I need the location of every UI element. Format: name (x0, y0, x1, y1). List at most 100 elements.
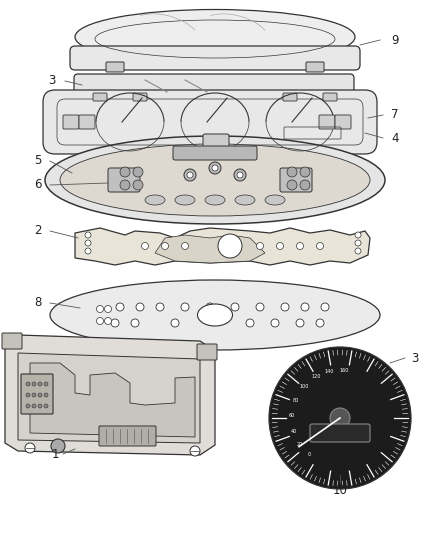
Circle shape (116, 303, 124, 311)
Ellipse shape (60, 144, 370, 216)
Text: 4: 4 (391, 132, 399, 144)
FancyBboxPatch shape (93, 93, 107, 101)
Polygon shape (155, 235, 265, 263)
Ellipse shape (45, 136, 385, 224)
Circle shape (141, 243, 148, 249)
Circle shape (96, 305, 103, 312)
Circle shape (330, 408, 350, 428)
Text: 20: 20 (297, 442, 303, 447)
Text: 60: 60 (289, 413, 295, 418)
Circle shape (296, 319, 304, 327)
FancyBboxPatch shape (79, 115, 95, 129)
Ellipse shape (145, 195, 165, 205)
Circle shape (133, 180, 143, 190)
Circle shape (287, 180, 297, 190)
Circle shape (171, 319, 179, 327)
Circle shape (276, 243, 283, 249)
Circle shape (287, 167, 297, 177)
FancyBboxPatch shape (197, 344, 217, 360)
Polygon shape (30, 363, 195, 437)
Circle shape (256, 303, 264, 311)
Circle shape (269, 347, 411, 489)
Circle shape (246, 319, 254, 327)
Circle shape (85, 240, 91, 246)
Text: 1: 1 (51, 448, 59, 462)
Circle shape (271, 319, 279, 327)
Circle shape (316, 319, 324, 327)
Ellipse shape (265, 195, 285, 205)
Ellipse shape (175, 195, 195, 205)
FancyBboxPatch shape (74, 74, 354, 100)
Circle shape (38, 404, 42, 408)
Circle shape (301, 303, 309, 311)
Text: 8: 8 (34, 296, 42, 310)
Circle shape (136, 303, 144, 311)
Circle shape (212, 165, 218, 171)
Text: 160: 160 (339, 368, 349, 373)
Text: 40: 40 (291, 429, 297, 434)
Text: 3: 3 (411, 351, 419, 365)
Circle shape (105, 305, 112, 312)
Circle shape (181, 303, 189, 311)
Circle shape (190, 446, 200, 456)
Polygon shape (75, 228, 370, 265)
Text: 3: 3 (48, 75, 56, 87)
FancyBboxPatch shape (173, 146, 257, 160)
Circle shape (218, 234, 242, 258)
Circle shape (85, 232, 91, 238)
Circle shape (32, 404, 36, 408)
FancyBboxPatch shape (63, 115, 79, 129)
Circle shape (237, 172, 243, 178)
Circle shape (38, 382, 42, 386)
Text: 0: 0 (307, 453, 311, 457)
Circle shape (96, 318, 103, 325)
Text: 80: 80 (293, 398, 299, 402)
FancyBboxPatch shape (2, 333, 22, 349)
Circle shape (44, 393, 48, 397)
FancyBboxPatch shape (319, 115, 335, 129)
FancyBboxPatch shape (280, 168, 312, 192)
Circle shape (355, 248, 361, 254)
Circle shape (355, 232, 361, 238)
Circle shape (297, 243, 304, 249)
Circle shape (131, 319, 139, 327)
FancyBboxPatch shape (21, 374, 53, 414)
Circle shape (105, 318, 112, 325)
Circle shape (156, 303, 164, 311)
Circle shape (257, 243, 264, 249)
Ellipse shape (50, 280, 380, 350)
Circle shape (44, 404, 48, 408)
Circle shape (187, 172, 193, 178)
Circle shape (209, 162, 221, 174)
Ellipse shape (198, 304, 233, 326)
Circle shape (25, 443, 35, 453)
Circle shape (321, 303, 329, 311)
Text: 10: 10 (332, 484, 347, 497)
Text: 6: 6 (34, 179, 42, 191)
FancyBboxPatch shape (70, 46, 360, 70)
FancyBboxPatch shape (306, 62, 324, 72)
Circle shape (300, 167, 310, 177)
FancyBboxPatch shape (106, 62, 124, 72)
Text: 120: 120 (311, 374, 321, 379)
FancyBboxPatch shape (335, 115, 351, 129)
Circle shape (32, 382, 36, 386)
Polygon shape (5, 335, 215, 455)
Circle shape (38, 393, 42, 397)
Text: 2: 2 (34, 224, 42, 238)
FancyBboxPatch shape (43, 90, 377, 154)
Circle shape (133, 167, 143, 177)
FancyBboxPatch shape (310, 424, 370, 442)
Ellipse shape (205, 195, 225, 205)
Circle shape (51, 439, 65, 453)
Circle shape (26, 404, 30, 408)
FancyBboxPatch shape (99, 426, 156, 446)
Ellipse shape (75, 10, 355, 64)
Text: 5: 5 (34, 155, 42, 167)
Text: 7: 7 (391, 109, 399, 122)
Circle shape (162, 243, 169, 249)
Circle shape (32, 393, 36, 397)
Circle shape (120, 180, 130, 190)
Text: 100: 100 (299, 384, 308, 389)
Circle shape (281, 303, 289, 311)
